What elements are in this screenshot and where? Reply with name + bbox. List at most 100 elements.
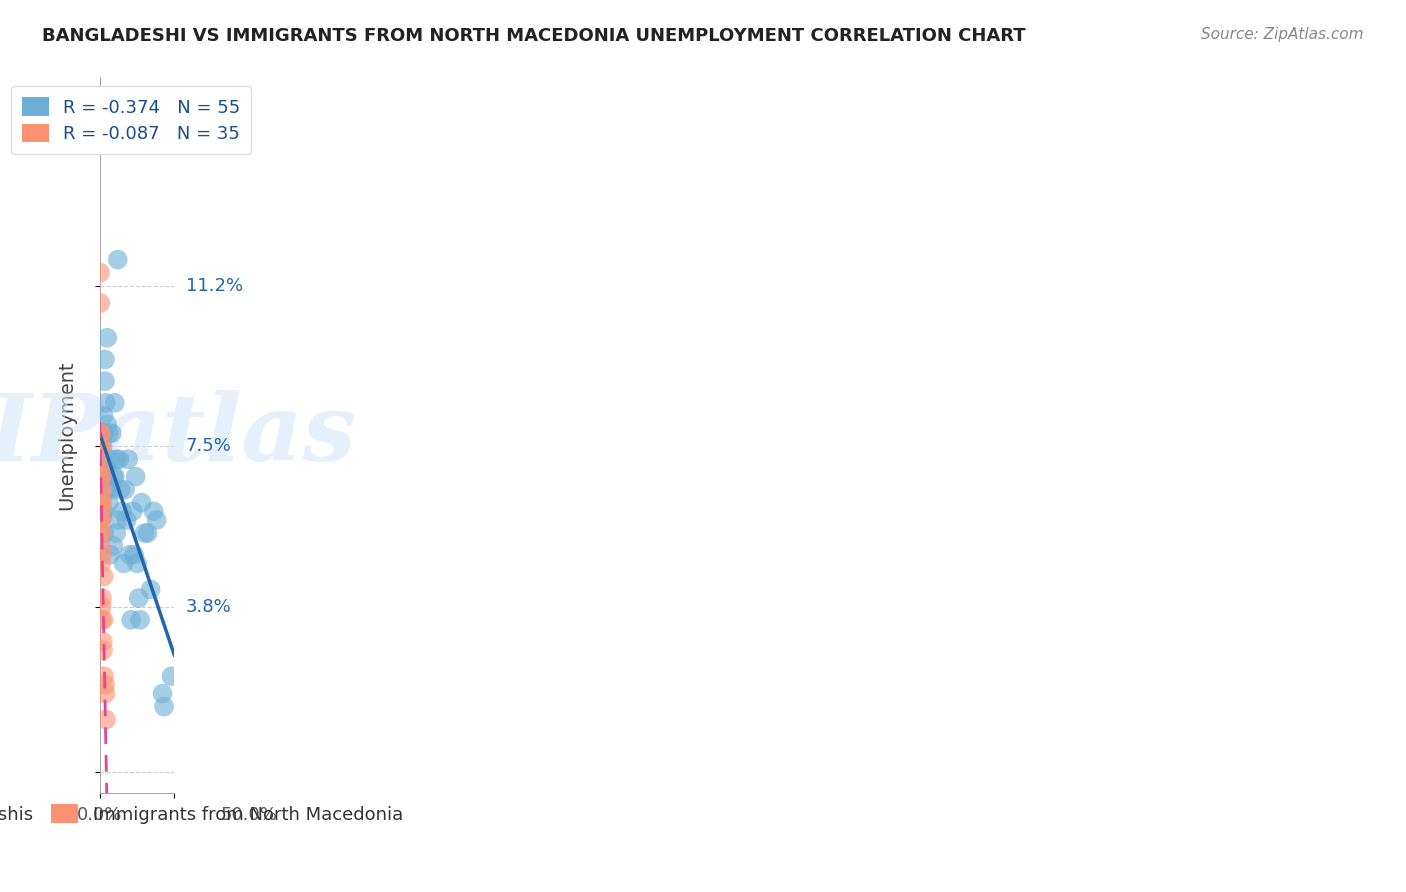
Point	[94, 352, 117, 367]
Point	[93, 426, 115, 441]
Point	[93, 409, 115, 423]
Text: BANGLADESHI VS IMMIGRANTS FROM NORTH MACEDONIA UNEMPLOYMENT CORRELATION CHART: BANGLADESHI VS IMMIGRANTS FROM NORTH MAC…	[42, 27, 1026, 45]
Point	[90, 439, 112, 453]
Point	[90, 613, 112, 627]
Point	[90, 426, 112, 441]
Point	[90, 491, 112, 506]
Point	[90, 526, 112, 541]
Text: Source: ZipAtlas.com: Source: ZipAtlas.com	[1201, 27, 1364, 42]
Point	[94, 713, 117, 727]
Point	[90, 539, 112, 553]
Point	[134, 526, 156, 541]
Point	[108, 452, 131, 467]
Point	[160, 669, 183, 683]
Point	[110, 483, 132, 497]
Point	[90, 469, 112, 483]
Point	[94, 678, 117, 692]
Point	[90, 439, 112, 453]
Point	[114, 483, 136, 497]
Text: 11.2%: 11.2%	[186, 277, 243, 294]
Point	[139, 582, 162, 597]
Point	[118, 548, 141, 562]
Point	[94, 461, 117, 475]
Point	[91, 643, 114, 657]
Point	[93, 569, 115, 583]
Point	[90, 526, 112, 541]
Point	[105, 526, 128, 541]
Point	[120, 613, 142, 627]
Point	[112, 557, 135, 571]
Point	[96, 483, 118, 497]
Point	[98, 548, 121, 562]
Point	[90, 452, 112, 467]
Point	[90, 513, 112, 527]
Point	[91, 469, 114, 483]
Point	[90, 452, 112, 467]
Point	[90, 483, 112, 497]
Point	[90, 496, 112, 510]
Point	[103, 469, 125, 483]
Point	[152, 687, 174, 701]
Point	[111, 504, 134, 518]
Point	[121, 504, 143, 518]
Point	[129, 613, 152, 627]
Point	[90, 496, 112, 510]
Point	[153, 699, 176, 714]
Point	[89, 439, 111, 453]
Point	[131, 496, 153, 510]
Point	[142, 504, 165, 518]
Point	[91, 548, 114, 562]
Point	[100, 483, 122, 497]
Point	[136, 526, 159, 541]
Point	[93, 669, 115, 683]
Point	[115, 513, 138, 527]
Point	[93, 474, 115, 488]
Point	[105, 452, 128, 467]
Text: 0.0%: 0.0%	[77, 806, 122, 824]
Point	[91, 483, 114, 497]
Point	[93, 504, 115, 518]
Point	[90, 513, 112, 527]
Point	[90, 469, 112, 483]
Point	[97, 496, 120, 510]
Point	[93, 613, 115, 627]
Point	[107, 513, 129, 527]
Point	[100, 426, 122, 441]
Point	[117, 452, 139, 467]
Point	[122, 548, 145, 562]
Point	[91, 634, 114, 648]
Text: 50.0%: 50.0%	[221, 806, 277, 824]
Point	[145, 513, 167, 527]
Point	[103, 539, 125, 553]
Point	[89, 296, 111, 310]
Point	[91, 591, 114, 606]
Point	[91, 508, 114, 523]
Point	[90, 504, 112, 518]
Point	[96, 417, 118, 432]
Point	[94, 374, 117, 388]
Legend: Bangladeshis, Immigrants from North Macedonia: Bangladeshis, Immigrants from North Mace…	[0, 793, 413, 834]
Text: ZIPatlas: ZIPatlas	[0, 391, 356, 481]
Point	[90, 599, 112, 614]
Point	[94, 687, 117, 701]
Point	[96, 331, 118, 345]
Point	[93, 526, 115, 541]
Text: 15.0%: 15.0%	[186, 112, 243, 130]
Point	[98, 452, 121, 467]
Point	[128, 591, 150, 606]
Text: 7.5%: 7.5%	[186, 437, 232, 455]
Point	[90, 557, 112, 571]
Text: 3.8%: 3.8%	[186, 598, 232, 615]
Point	[127, 557, 149, 571]
Point	[89, 461, 111, 475]
Y-axis label: Unemployment: Unemployment	[58, 360, 76, 510]
Point	[91, 496, 114, 510]
Point	[94, 396, 117, 410]
Point	[107, 252, 129, 267]
Point	[124, 469, 146, 483]
Point	[104, 396, 127, 410]
Point	[91, 439, 114, 453]
Point	[97, 426, 120, 441]
Point	[89, 426, 111, 441]
Point	[89, 266, 111, 280]
